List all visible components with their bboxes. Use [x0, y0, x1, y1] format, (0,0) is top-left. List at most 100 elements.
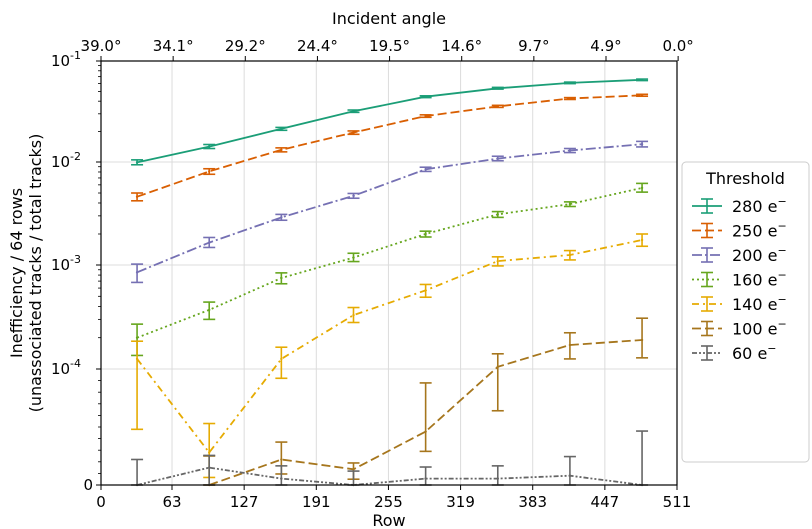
y-tick-label: 0 [83, 476, 93, 494]
data-point [496, 365, 499, 368]
data-point [496, 87, 499, 90]
data-point [424, 477, 427, 480]
top-tick-label: 24.4° [297, 37, 338, 55]
data-point [280, 458, 283, 461]
data-point [424, 289, 427, 292]
legend-item: 160 e− [692, 269, 787, 290]
legend-item: 100 e− [692, 318, 787, 339]
series-2 [131, 140, 649, 284]
data-point [424, 430, 427, 433]
top-tick-label: 14.6° [441, 37, 482, 55]
data-point [424, 114, 427, 118]
top-tick-label: 9.7° [518, 37, 549, 55]
legend-item: 280 e− [692, 195, 787, 216]
y-axis-label-line1: Inefficiency / 64 rows [7, 188, 26, 358]
data-point [135, 161, 139, 164]
x-tick-label: 447 [591, 493, 620, 511]
data-point [352, 256, 355, 259]
x-tick-label: 511 [663, 493, 692, 511]
top-tick-label: 29.2° [225, 37, 266, 55]
legend-title: Threshold [705, 169, 785, 188]
data-point [352, 110, 355, 113]
data-point [496, 213, 499, 216]
series-1 [131, 93, 649, 202]
legend-item: 140 e− [692, 293, 787, 314]
x-tick-label: 255 [374, 493, 403, 511]
legend-label: 250 e− [732, 220, 787, 241]
y-tick-label: 10-1 [51, 49, 81, 70]
legend-label: 280 e− [732, 195, 787, 216]
top-tick-label: 34.1° [153, 37, 194, 55]
legend-label: 60 e− [732, 342, 777, 363]
data-point [352, 313, 355, 317]
series-3 [131, 182, 649, 357]
data-point [208, 241, 211, 244]
x-tick-label: 383 [518, 493, 547, 511]
data-point [352, 468, 355, 471]
series-5 [203, 317, 649, 487]
x-tick-label: 191 [302, 493, 331, 511]
data-point [280, 148, 283, 152]
data-point [496, 477, 499, 480]
y-axis-label-line2: (unassociated tracks / total tracks) [26, 134, 45, 413]
x-tick-label: 127 [230, 493, 259, 511]
legend: Threshold 280 e− 250 e− 200 e− 160 e− 140 e− 1… [681, 161, 810, 463]
data-point [568, 253, 572, 257]
x-tick-label: 319 [446, 493, 475, 511]
data-point [568, 81, 572, 85]
plot-frame [100, 60, 678, 486]
series-line [136, 239, 643, 454]
top-tick-label: 19.5° [369, 37, 410, 55]
data-point [280, 477, 283, 480]
data-point [208, 451, 211, 454]
legend-label: 100 e− [732, 318, 787, 339]
grid-lines [101, 61, 677, 485]
data-point [640, 78, 644, 82]
data-point [352, 131, 355, 134]
data-point [280, 127, 283, 131]
top-x-axis: 39.0° 34.1° 29.2° 24.4° 19.5° 14.6° 9.7° 4.9° 0.… [81, 37, 694, 61]
data-point [640, 238, 644, 242]
legend-label: 160 e− [732, 269, 787, 290]
y-tick-label: 10-2 [51, 150, 81, 171]
data-point [424, 232, 427, 236]
data-point [135, 271, 139, 274]
y-tick-label: 10-4 [51, 357, 81, 378]
legend-label: 200 e− [732, 244, 787, 265]
x-tick-label: 63 [162, 493, 181, 511]
data-point [424, 168, 427, 171]
legend-label: 140 e− [732, 293, 787, 314]
x-tick-label: 0 [96, 493, 106, 511]
top-x-axis-label: Incident angle [332, 9, 446, 28]
x-axis: 0 63 127 191 255 319 383 447 511 [96, 485, 691, 511]
data-point [208, 308, 211, 312]
data-point [568, 343, 572, 347]
data-point [135, 357, 139, 361]
data-point [640, 94, 644, 97]
data-point [208, 145, 211, 148]
data-point [280, 357, 283, 361]
x-axis-label: Row [372, 511, 405, 529]
legend-item: 60 e− [692, 342, 777, 363]
series-0 [131, 78, 649, 166]
data-point [568, 149, 572, 152]
plot-area [131, 78, 649, 487]
legend-box [681, 161, 810, 463]
data-point [280, 216, 283, 219]
data-point [568, 474, 572, 477]
data-point [208, 170, 211, 173]
series-line [136, 143, 643, 274]
legend-item: 200 e− [692, 244, 787, 265]
series-4 [131, 233, 649, 479]
data-point [496, 105, 499, 108]
series-line [136, 466, 643, 486]
y-axis: 0 10-4 10-3 10-2 10-1 [51, 49, 101, 494]
data-point [208, 466, 211, 469]
data-point [280, 276, 283, 280]
data-point [496, 259, 499, 263]
series-line [136, 187, 643, 339]
y-tick-label: 10-3 [51, 253, 81, 274]
data-point [640, 186, 644, 190]
top-tick-label: 39.0° [81, 37, 122, 55]
